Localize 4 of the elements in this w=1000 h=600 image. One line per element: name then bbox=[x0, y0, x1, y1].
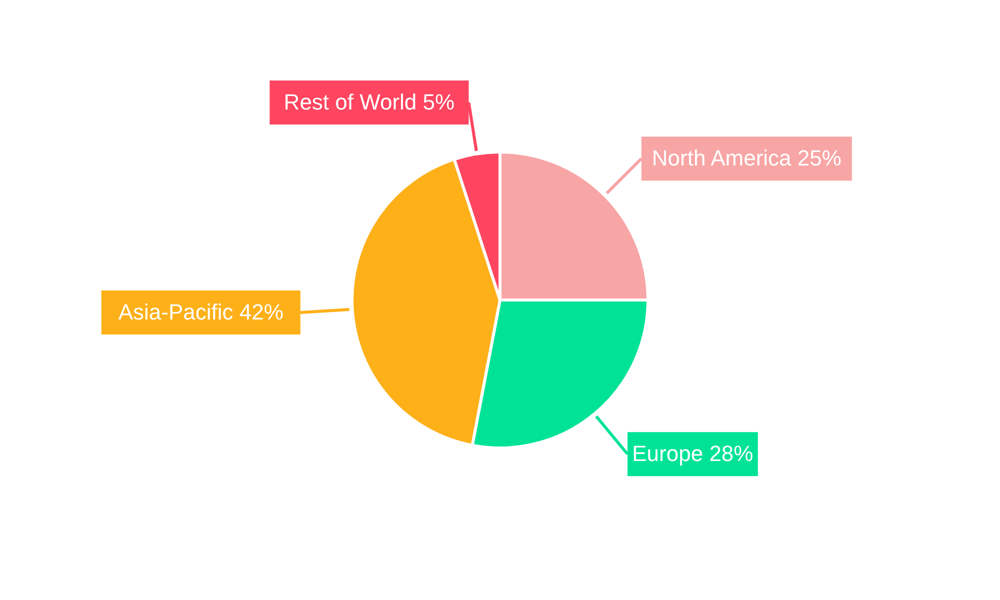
slice-label: Europe 28% bbox=[632, 441, 754, 466]
slice-label: Asia-Pacific 42% bbox=[118, 300, 284, 325]
slice-label: North America 25% bbox=[652, 146, 842, 171]
slice-label: Rest of World 5% bbox=[284, 89, 455, 114]
